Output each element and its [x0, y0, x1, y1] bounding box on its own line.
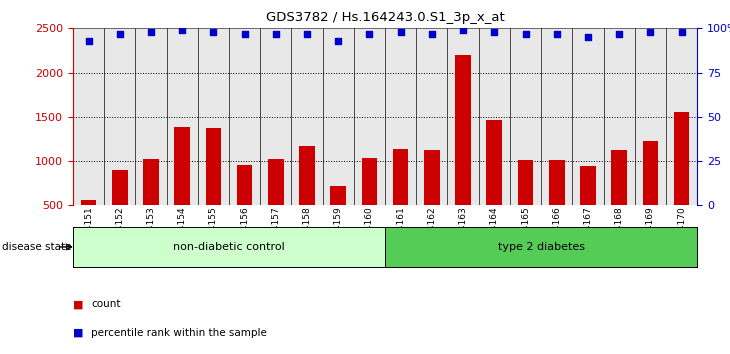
Bar: [237, 165, 253, 250]
Bar: [81, 200, 96, 250]
Bar: [541, 28, 572, 205]
Bar: [323, 28, 354, 205]
Bar: [136, 28, 166, 205]
Bar: [112, 170, 128, 250]
Text: non-diabetic control: non-diabetic control: [173, 242, 285, 252]
Text: type 2 diabetes: type 2 diabetes: [498, 242, 585, 252]
Bar: [580, 166, 596, 250]
Point: [613, 31, 625, 36]
Point: [520, 31, 531, 36]
Bar: [611, 149, 627, 250]
Bar: [393, 149, 409, 250]
Bar: [456, 55, 471, 250]
Bar: [604, 28, 635, 205]
Text: GDS3782 / Hs.164243.0.S1_3p_x_at: GDS3782 / Hs.164243.0.S1_3p_x_at: [266, 11, 504, 24]
Point: [207, 29, 219, 35]
Bar: [361, 159, 377, 250]
Text: disease state: disease state: [2, 242, 72, 252]
Bar: [674, 112, 689, 250]
Text: percentile rank within the sample: percentile rank within the sample: [91, 328, 267, 338]
Point: [457, 27, 469, 33]
Bar: [642, 141, 658, 250]
Point: [270, 31, 282, 36]
Point: [82, 38, 94, 44]
Bar: [166, 28, 198, 205]
Point: [177, 27, 188, 33]
Bar: [268, 159, 284, 250]
Point: [395, 29, 407, 35]
Bar: [291, 28, 323, 205]
Point: [676, 29, 688, 35]
Bar: [385, 28, 416, 205]
Point: [582, 34, 593, 40]
Bar: [174, 127, 190, 250]
Bar: [73, 28, 104, 205]
Point: [114, 31, 126, 36]
Bar: [518, 160, 534, 250]
Bar: [479, 28, 510, 205]
Bar: [447, 28, 479, 205]
Bar: [354, 28, 385, 205]
Bar: [104, 28, 136, 205]
Bar: [486, 120, 502, 250]
Point: [645, 29, 656, 35]
Text: count: count: [91, 299, 120, 309]
Bar: [331, 186, 346, 250]
Text: ■: ■: [73, 299, 83, 309]
Point: [364, 31, 375, 36]
Point: [239, 31, 250, 36]
Bar: [260, 28, 291, 205]
Bar: [229, 28, 260, 205]
Point: [426, 31, 438, 36]
Point: [301, 31, 313, 36]
Bar: [143, 159, 159, 250]
Bar: [206, 129, 221, 250]
Point: [488, 29, 500, 35]
Point: [145, 29, 157, 35]
Point: [551, 31, 563, 36]
Bar: [666, 28, 697, 205]
Bar: [299, 146, 315, 250]
Bar: [635, 28, 666, 205]
Text: ■: ■: [73, 328, 83, 338]
Bar: [198, 28, 229, 205]
Bar: [510, 28, 541, 205]
Bar: [424, 149, 439, 250]
Bar: [549, 160, 564, 250]
Bar: [572, 28, 604, 205]
Bar: [416, 28, 447, 205]
Point: [332, 38, 344, 44]
